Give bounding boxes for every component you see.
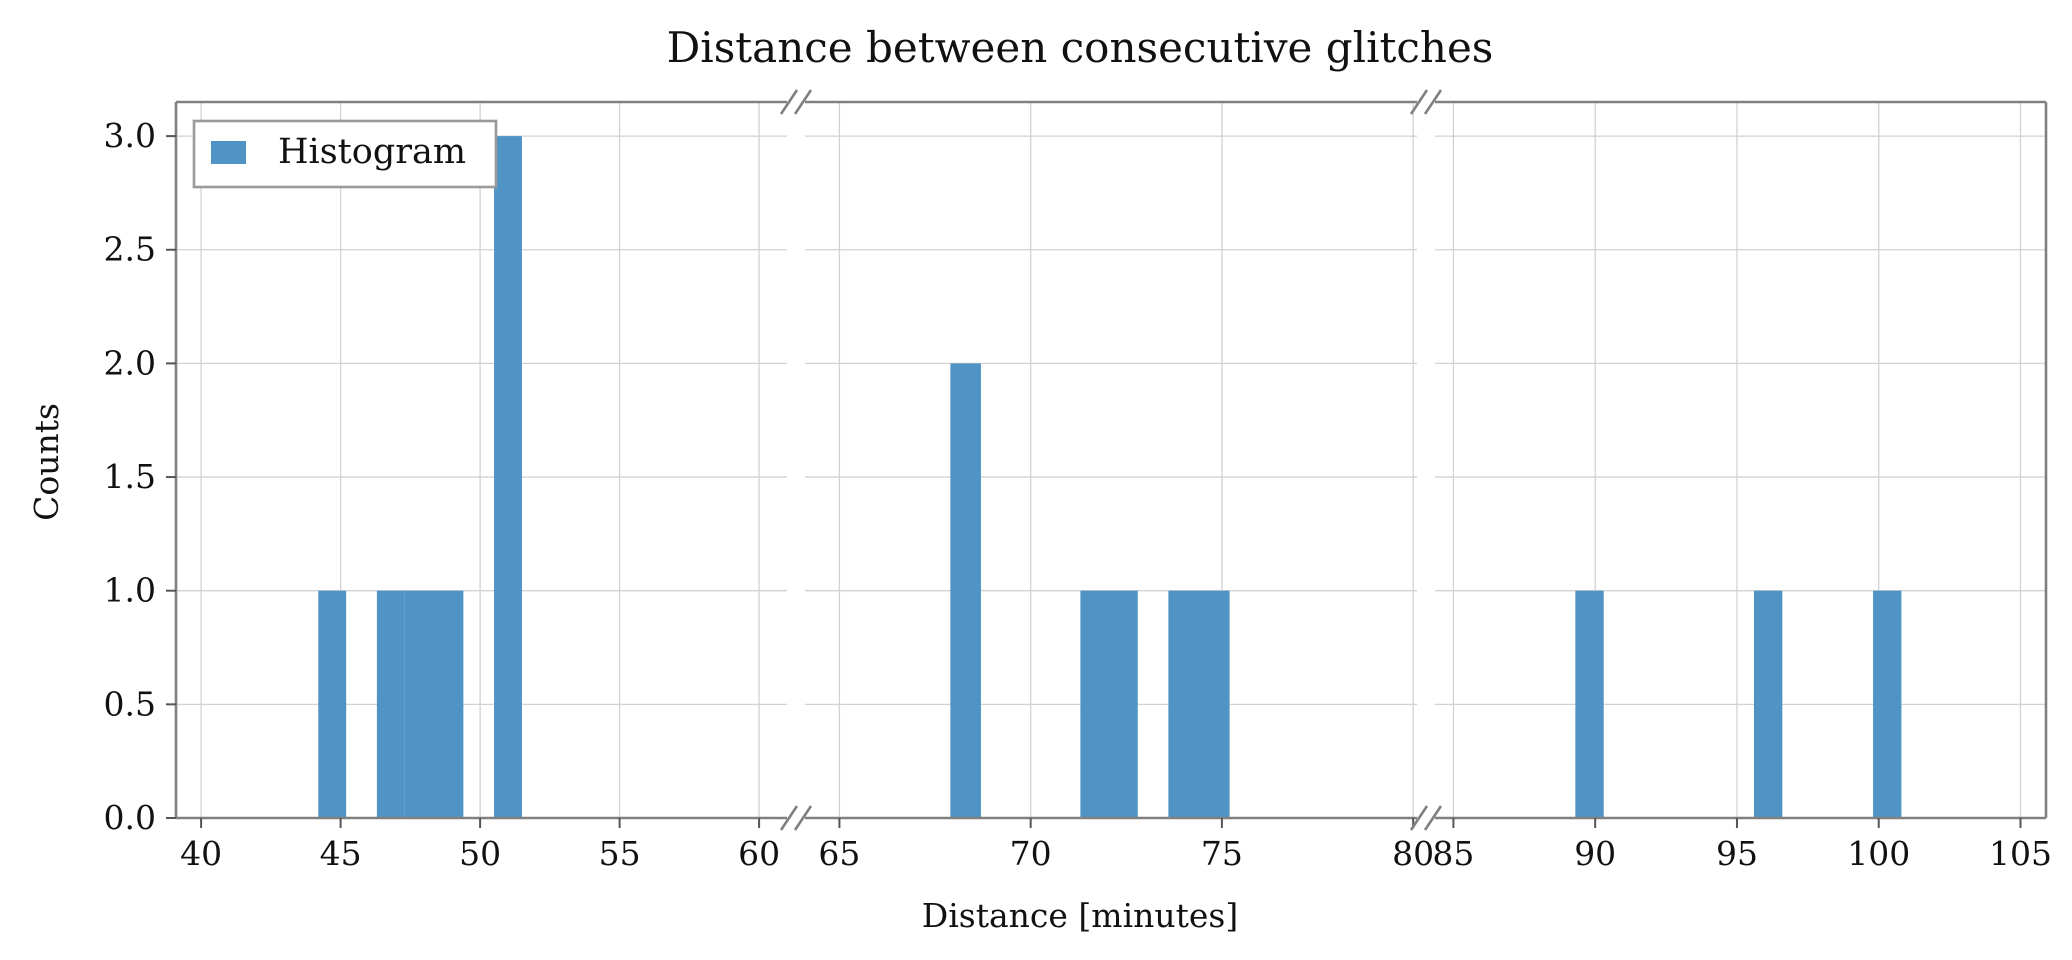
histogram-bar xyxy=(1111,590,1138,818)
x-tick-label: 85 xyxy=(1432,834,1474,873)
x-tick-label: 70 xyxy=(1010,834,1052,873)
legend-label: Histogram xyxy=(278,132,466,172)
axis-break-mark xyxy=(779,805,799,831)
x-tick-label: 50 xyxy=(459,834,501,873)
y-tick-label: 3.0 xyxy=(104,116,156,155)
x-tick-label: 100 xyxy=(1847,834,1910,873)
histogram-bar xyxy=(318,590,347,818)
histogram-bar xyxy=(1873,590,1902,818)
axis-break-mark xyxy=(793,89,813,115)
axis-break-mark xyxy=(1409,89,1429,115)
y-tick-label: 1.0 xyxy=(104,571,156,610)
x-tick-label: 75 xyxy=(1201,834,1243,873)
histogram-bar xyxy=(1080,590,1111,818)
axis-break-mark xyxy=(793,805,813,831)
x-tick-label: 40 xyxy=(180,834,222,873)
panel-1: 40 45 50 55 60 0.0 0.5 1.0 1.5 2.0 2.5 3.0 xyxy=(104,100,787,873)
histogram-bar xyxy=(404,590,436,818)
x-tick-label: 55 xyxy=(599,834,641,873)
legend: Histogram xyxy=(192,119,498,189)
x-tick-label: 65 xyxy=(818,834,860,873)
y-axis-label: Counts xyxy=(27,403,66,521)
histogram-bar xyxy=(494,136,522,819)
histogram-bar xyxy=(950,363,981,818)
x-tick-label: 105 xyxy=(1989,834,2052,873)
axis-break-mark xyxy=(779,89,799,115)
histogram-bar xyxy=(1753,590,1783,818)
x-tick-label: 90 xyxy=(1574,834,1616,873)
axis-break-mark xyxy=(1423,89,1443,115)
y-tick-label: 2.0 xyxy=(104,343,156,382)
plot-panels: 40 45 50 55 60 0.0 0.5 1.0 1.5 2.0 2.5 3.0 65 70 75 808… xyxy=(104,89,2052,873)
panel-2: 65 70 75 80 xyxy=(805,100,1434,873)
legend-swatch xyxy=(211,141,246,164)
x-tick-label: 95 xyxy=(1716,834,1758,873)
axis-break-mark xyxy=(1409,805,1429,831)
x-tick-label: 60 xyxy=(738,834,780,873)
histogram-bar xyxy=(376,590,405,818)
x-tick-label: 45 xyxy=(320,834,362,873)
histogram-bar xyxy=(1575,590,1604,818)
y-tick-label: 0.0 xyxy=(104,798,156,837)
y-tick-label: 2.5 xyxy=(104,230,156,269)
histogram-bar xyxy=(1168,590,1199,818)
histogram-bar xyxy=(1198,590,1230,818)
histogram-bar xyxy=(435,590,464,818)
chart-title: Distance between consecutive glitches xyxy=(667,23,1494,72)
x-axis-label: Distance [minutes] xyxy=(922,896,1238,935)
panel-3: 85 90 95 100 105 xyxy=(1432,100,2052,873)
y-tick-label: 1.5 xyxy=(104,457,156,496)
axis-break-mark xyxy=(1423,805,1443,831)
y-tick-label: 0.5 xyxy=(104,684,156,723)
x-tick-label: 80 xyxy=(1392,834,1434,873)
